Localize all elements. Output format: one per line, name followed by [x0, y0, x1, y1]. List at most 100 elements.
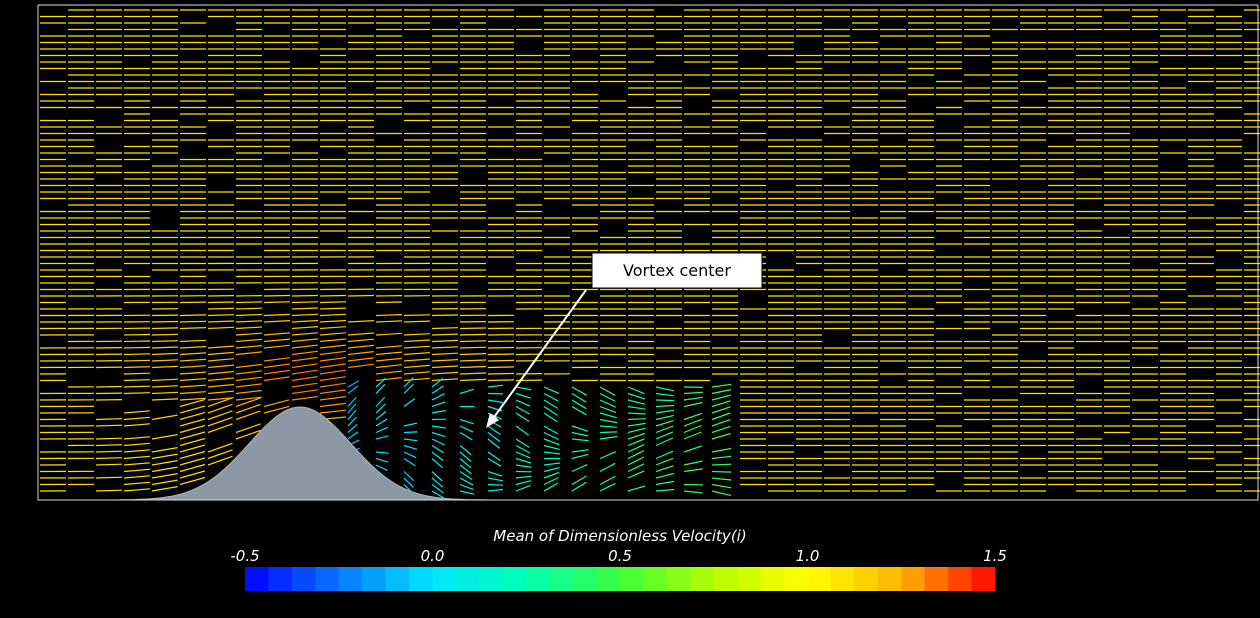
velocity-vector: [571, 449, 589, 453]
velocity-vector: [543, 392, 559, 402]
velocity-vector: [151, 460, 178, 466]
velocity-vector: [655, 404, 675, 408]
velocity-vector: [431, 359, 459, 362]
velocity-vector: [683, 396, 703, 401]
velocity-vector: [123, 416, 150, 421]
velocity-vector: [291, 350, 318, 356]
velocity-vector: [431, 477, 444, 488]
velocity-vector: [179, 339, 207, 343]
velocity-vector: [291, 382, 318, 388]
velocity-vector: [179, 314, 207, 317]
velocity-vector: [207, 423, 233, 434]
velocity-vector: [123, 410, 150, 414]
velocity-vector: [431, 352, 459, 356]
velocity-vector: [487, 346, 515, 349]
velocity-vector: [487, 477, 503, 482]
velocity-vector: [319, 389, 346, 395]
velocity-vector: [235, 397, 261, 408]
velocity-vector: [291, 319, 319, 323]
velocity-vector: [655, 465, 674, 473]
velocity-vector: [375, 364, 402, 369]
velocity-vector: [487, 353, 515, 356]
velocity-vector: [263, 357, 290, 362]
velocity-vector: [627, 422, 646, 427]
velocity-vector: [459, 340, 487, 343]
velocity-vector: [319, 294, 347, 297]
velocity-vector: [151, 378, 179, 382]
velocity-vector: [347, 332, 374, 336]
velocity-vector: [487, 425, 501, 436]
velocity-vector: [515, 444, 531, 454]
velocity-vector: [319, 376, 346, 382]
velocity-vector: [515, 464, 532, 468]
velocity-vector: [683, 418, 702, 427]
velocity-vector: [403, 333, 431, 336]
velocity-vector: [291, 389, 318, 395]
velocity-vector: [431, 401, 446, 408]
velocity-vector: [403, 398, 416, 407]
colorbar-band: [409, 567, 433, 591]
velocity-vector: [347, 416, 357, 427]
velocity-vector: [207, 455, 233, 466]
velocity-vector: [459, 346, 487, 349]
velocity-vector: [627, 456, 645, 466]
velocity-vector: [207, 449, 233, 460]
velocity-vector: [179, 346, 207, 349]
velocity-vector: [571, 481, 587, 492]
velocity-vector: [95, 418, 123, 421]
velocity-vector: [515, 475, 532, 479]
velocity-vector: [291, 376, 318, 382]
velocity-vector: [459, 378, 487, 382]
velocity-vector: [627, 444, 645, 453]
velocity-vector: [319, 350, 346, 356]
velocity-vector: [319, 307, 347, 310]
velocity-vector: [627, 450, 645, 460]
velocity-vector: [459, 327, 487, 330]
velocity-vector: [403, 383, 415, 394]
velocity-vector: [375, 377, 386, 388]
velocity-vector: [347, 403, 357, 414]
velocity-vector: [375, 383, 386, 394]
velocity-vector: [151, 340, 179, 343]
velocity-vector: [403, 320, 431, 323]
velocity-vector: [347, 294, 375, 297]
velocity-vector: [459, 425, 474, 433]
velocity-vector: [431, 378, 459, 382]
velocity-vector: [515, 457, 532, 464]
velocity-vector: [571, 386, 587, 396]
velocity-vector: [459, 353, 487, 356]
velocity-vector: [375, 320, 403, 323]
velocity-vector: [627, 418, 646, 421]
velocity-vector: [319, 319, 347, 323]
colorbar-band: [713, 567, 738, 591]
velocity-vector: [403, 376, 414, 388]
colorbar-band: [385, 567, 410, 591]
velocity-vector: [599, 475, 616, 486]
velocity-vector: [627, 399, 646, 405]
velocity-vector: [235, 383, 262, 388]
velocity-vector: [179, 327, 207, 330]
velocity-vector: [599, 405, 617, 414]
colorbar-tick-label: 0.5: [608, 547, 632, 565]
colorbar-band: [268, 567, 293, 591]
velocity-vector: [487, 359, 515, 362]
velocity-vector: [179, 463, 206, 473]
velocity-vector: [207, 397, 234, 401]
velocity-vector: [151, 385, 179, 388]
velocity-vector: [431, 339, 459, 343]
velocity-vector: [431, 333, 459, 336]
velocity-vector: [151, 352, 179, 356]
velocity-vector: [179, 320, 207, 323]
velocity-vector: [375, 435, 389, 440]
velocity-vector: [599, 412, 617, 419]
velocity-vector: [179, 397, 206, 401]
velocity-vector: [319, 382, 346, 388]
colorbar-band: [596, 567, 621, 591]
velocity-vector: [179, 378, 206, 382]
velocity-vector: [683, 424, 702, 434]
velocity-vector: [375, 418, 388, 427]
velocity-vector: [655, 457, 674, 466]
velocity-vector: [459, 388, 475, 395]
velocity-vector: [711, 400, 731, 408]
